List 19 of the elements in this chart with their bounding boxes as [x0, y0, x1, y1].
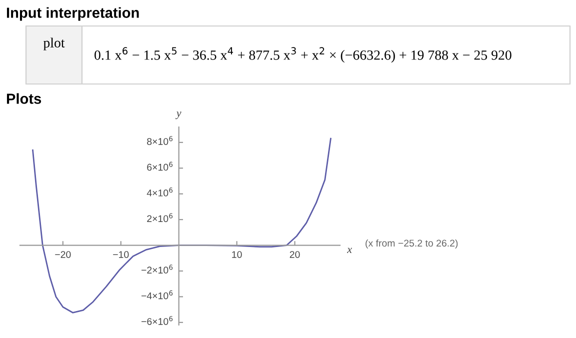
text: 0.1 x$^{6}$ − 1.5 x$^{5}$ − 36.5 x$^{4}$ + 877.5 x$^{3}$ + x$^{2}$ × (−6632.6) + 19 788 x − 25 920	[94, 47, 512, 63]
chart-subtitle: Plots	[6, 93, 42, 104]
x-axis-title: x	[347, 248, 352, 253]
y-tick-label: −2×10$^{6}$	[141, 264, 173, 274]
y-tick-label: 6×10$^{6}$	[147, 162, 173, 171]
text: plot	[43, 38, 65, 50]
x-tick-label: 20	[290, 251, 300, 258]
y-tick-label: −4×10$^{6}$	[141, 290, 173, 300]
y-tick-label: 2×10$^{6}$	[147, 213, 173, 222]
x-tick-label: −10	[113, 251, 129, 258]
line-series	[32, 138, 332, 314]
text: (x from −25.2 to 26.2)	[366, 239, 458, 249]
y-tick-label: 4×10$^{6}$	[146, 188, 173, 196]
y-tick-label: −6×10$^{6}$	[141, 316, 173, 325]
y-tick-label: 8×10$^{6}$	[147, 136, 173, 145]
x-tick-label: −20	[55, 251, 71, 258]
chart-title: Input interpretation	[6, 7, 139, 21]
y-axis-title: y	[175, 112, 182, 120]
x-tick-label: 10	[232, 251, 242, 258]
